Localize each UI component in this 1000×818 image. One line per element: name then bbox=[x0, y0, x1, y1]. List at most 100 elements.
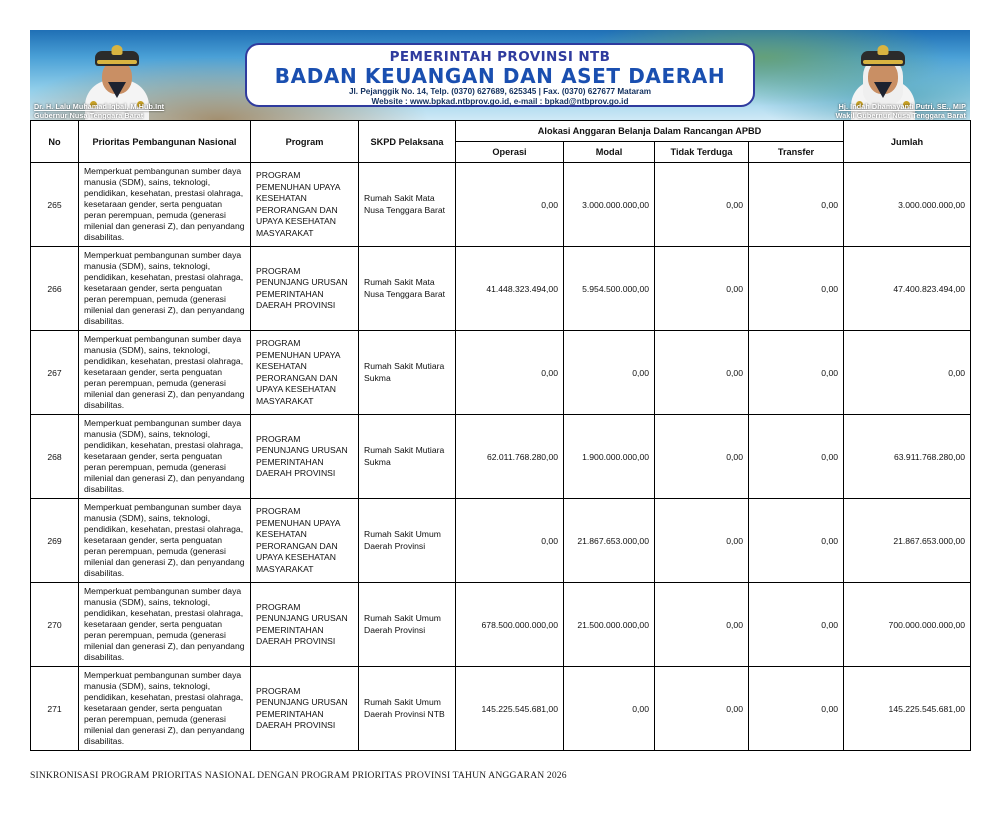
table-row: 269 Memperkuat pembangunan sumber daya m… bbox=[30, 498, 972, 583]
cell-jumlah: 700.000.000.000,00 bbox=[843, 582, 972, 667]
cell-tidak-terduga: 0,00 bbox=[654, 666, 749, 751]
table-row: 265 Memperkuat pembangunan sumber daya m… bbox=[30, 162, 972, 247]
cell-modal: 1.900.000.000,00 bbox=[563, 414, 655, 499]
cell-operasi: 0,00 bbox=[455, 162, 564, 247]
col-header-alokasi-group: Alokasi Anggaran Belanja Dalam Rancangan… bbox=[454, 120, 845, 142]
cell-prioritas: Memperkuat pembangunan sumber daya manus… bbox=[78, 582, 251, 667]
footer-caption: SINKRONISASI PROGRAM PRIORITAS NASIONAL … bbox=[30, 770, 567, 781]
cell-no: 266 bbox=[30, 246, 79, 331]
cell-no: 268 bbox=[30, 414, 79, 499]
cell-tidak-terduga: 0,00 bbox=[654, 246, 749, 331]
cell-program: PROGRAM PENUNJANG URUSAN PEMERINTAHAN DA… bbox=[250, 414, 359, 499]
rank-badge-icon bbox=[856, 101, 863, 108]
official-cap-icon bbox=[861, 51, 905, 66]
cell-transfer: 0,00 bbox=[747, 498, 845, 583]
rank-badge-icon bbox=[137, 101, 144, 108]
cell-prioritas: Memperkuat pembangunan sumber daya manus… bbox=[78, 246, 251, 331]
necktie-shape bbox=[108, 82, 126, 98]
table-row: 271 Memperkuat pembangunan sumber daya m… bbox=[30, 666, 972, 751]
cell-no: 269 bbox=[30, 498, 79, 583]
cell-operasi: 0,00 bbox=[455, 498, 564, 583]
col-header-skpd: SKPD Pelaksana bbox=[358, 120, 456, 163]
governor-photo bbox=[78, 40, 156, 120]
cell-modal: 0,00 bbox=[563, 666, 655, 751]
rank-badge-icon bbox=[90, 101, 97, 108]
necktie-shape bbox=[874, 82, 892, 98]
cell-modal: 21.500.000.000,00 bbox=[563, 582, 655, 667]
cell-tidak-terduga: 0,00 bbox=[654, 582, 749, 667]
cell-skpd: Rumah Sakit Umum Daerah Provinsi NTB bbox=[358, 666, 456, 751]
cell-transfer: 0,00 bbox=[747, 246, 845, 331]
cell-transfer: 0,00 bbox=[747, 582, 845, 667]
table-row: 266 Memperkuat pembangunan sumber daya m… bbox=[30, 246, 972, 331]
col-header-no: No bbox=[30, 120, 79, 163]
letterhead-banner: Dr. H. Lalu Muhamad Iqbal, M.Hub.Int Gub… bbox=[30, 30, 970, 120]
document-sheet: Dr. H. Lalu Muhamad Iqbal, M.Hub.Int Gub… bbox=[30, 30, 972, 751]
cell-modal: 21.867.653.000,00 bbox=[563, 498, 655, 583]
province-name: PEMERINTAH PROVINSI NTB bbox=[389, 49, 611, 65]
col-header-modal: Modal bbox=[563, 141, 655, 163]
cell-prioritas: Memperkuat pembangunan sumber daya manus… bbox=[78, 666, 251, 751]
cell-prioritas: Memperkuat pembangunan sumber daya manus… bbox=[78, 330, 251, 415]
cell-program: PROGRAM PEMENUHAN UPAYA KESEHATAN PERORA… bbox=[250, 330, 359, 415]
cell-jumlah: 63.911.768.280,00 bbox=[843, 414, 972, 499]
col-header-jumlah: Jumlah bbox=[843, 120, 972, 163]
vice-governor-photo bbox=[844, 40, 922, 120]
cell-transfer: 0,00 bbox=[747, 162, 845, 247]
cell-tidak-terduga: 0,00 bbox=[654, 330, 749, 415]
agency-name: BADAN KEUANGAN DAN ASET DAERAH bbox=[274, 64, 726, 88]
cell-transfer: 0,00 bbox=[747, 666, 845, 751]
table-body: 265 Memperkuat pembangunan sumber daya m… bbox=[30, 162, 972, 751]
cell-prioritas: Memperkuat pembangunan sumber daya manus… bbox=[78, 414, 251, 499]
governor-title: Gubernur Nusa Tenggara Barat bbox=[34, 111, 144, 120]
budget-table: No Prioritas Pembangunan Nasional Progra… bbox=[30, 120, 972, 751]
governor-name: Dr. H. Lalu Muhamad Iqbal, M.Hub.Int bbox=[34, 102, 165, 111]
col-header-prioritas: Prioritas Pembangunan Nasional bbox=[78, 120, 251, 163]
cell-no: 271 bbox=[30, 666, 79, 751]
col-header-operasi: Operasi bbox=[455, 141, 564, 163]
col-header-transfer: Transfer bbox=[747, 141, 845, 163]
header-row-top: No Prioritas Pembangunan Nasional Progra… bbox=[30, 120, 972, 163]
cell-no: 267 bbox=[30, 330, 79, 415]
cell-no: 270 bbox=[30, 582, 79, 667]
cell-no: 265 bbox=[30, 162, 79, 247]
cell-jumlah: 0,00 bbox=[843, 330, 972, 415]
table-row: 268 Memperkuat pembangunan sumber daya m… bbox=[30, 414, 972, 499]
cell-operasi: 678.500.000.000,00 bbox=[455, 582, 564, 667]
cell-skpd: Rumah Sakit Mata Nusa Tenggara Barat bbox=[358, 162, 456, 247]
cell-jumlah: 21.867.653.000,00 bbox=[843, 498, 972, 583]
cell-skpd: Rumah Sakit Mutiara Sukma bbox=[358, 330, 456, 415]
cell-skpd: Rumah Sakit Mutiara Sukma bbox=[358, 414, 456, 499]
cell-skpd: Rumah Sakit Mata Nusa Tenggara Barat bbox=[358, 246, 456, 331]
vice-governor-name: Hj. Indah Dhamayanti Putri, SE., MIP bbox=[838, 102, 966, 111]
col-header-program: Program bbox=[250, 120, 359, 163]
table-head: No Prioritas Pembangunan Nasional Progra… bbox=[30, 120, 972, 163]
cell-operasi: 145.225.545.681,00 bbox=[455, 666, 564, 751]
vice-governor-nameplate: Hj. Indah Dhamayanti Putri, SE., MIP Wak… bbox=[836, 102, 966, 120]
cell-operasi: 41.448.323.494,00 bbox=[455, 246, 564, 331]
cell-modal: 3.000.000.000,00 bbox=[563, 162, 655, 247]
cell-transfer: 0,00 bbox=[747, 414, 845, 499]
cell-tidak-terduga: 0,00 bbox=[654, 498, 749, 583]
rank-badge-icon bbox=[903, 101, 910, 108]
table-row: 267 Memperkuat pembangunan sumber daya m… bbox=[30, 330, 972, 415]
cell-program: PROGRAM PENUNJANG URUSAN PEMERINTAHAN DA… bbox=[250, 666, 359, 751]
cell-jumlah: 145.225.545.681,00 bbox=[843, 666, 972, 751]
col-header-tidak-terduga: Tidak Terduga bbox=[654, 141, 749, 163]
agency-address: Jl. Pejanggik No. 14, Telp. (0370) 62768… bbox=[348, 87, 652, 96]
cell-program: PROGRAM PEMENUHAN UPAYA KESEHATAN PERORA… bbox=[250, 498, 359, 583]
cell-operasi: 62.011.768.280,00 bbox=[455, 414, 564, 499]
official-cap-icon bbox=[95, 51, 139, 66]
cell-skpd: Rumah Sakit Umum Daerah Provinsi bbox=[358, 498, 456, 583]
cell-prioritas: Memperkuat pembangunan sumber daya manus… bbox=[78, 162, 251, 247]
table-row: 270 Memperkuat pembangunan sumber daya m… bbox=[30, 582, 972, 667]
cell-skpd: Rumah Sakit Umum Daerah Provinsi bbox=[358, 582, 456, 667]
cell-modal: 5.954.500.000,00 bbox=[563, 246, 655, 331]
cell-prioritas: Memperkuat pembangunan sumber daya manus… bbox=[78, 498, 251, 583]
vice-governor-title: Wakil Gubernur Nusa Tenggara Barat bbox=[835, 111, 966, 120]
cell-modal: 0,00 bbox=[563, 330, 655, 415]
cell-tidak-terduga: 0,00 bbox=[654, 162, 749, 247]
cell-tidak-terduga: 0,00 bbox=[654, 414, 749, 499]
cell-program: PROGRAM PENUNJANG URUSAN PEMERINTAHAN DA… bbox=[250, 246, 359, 331]
